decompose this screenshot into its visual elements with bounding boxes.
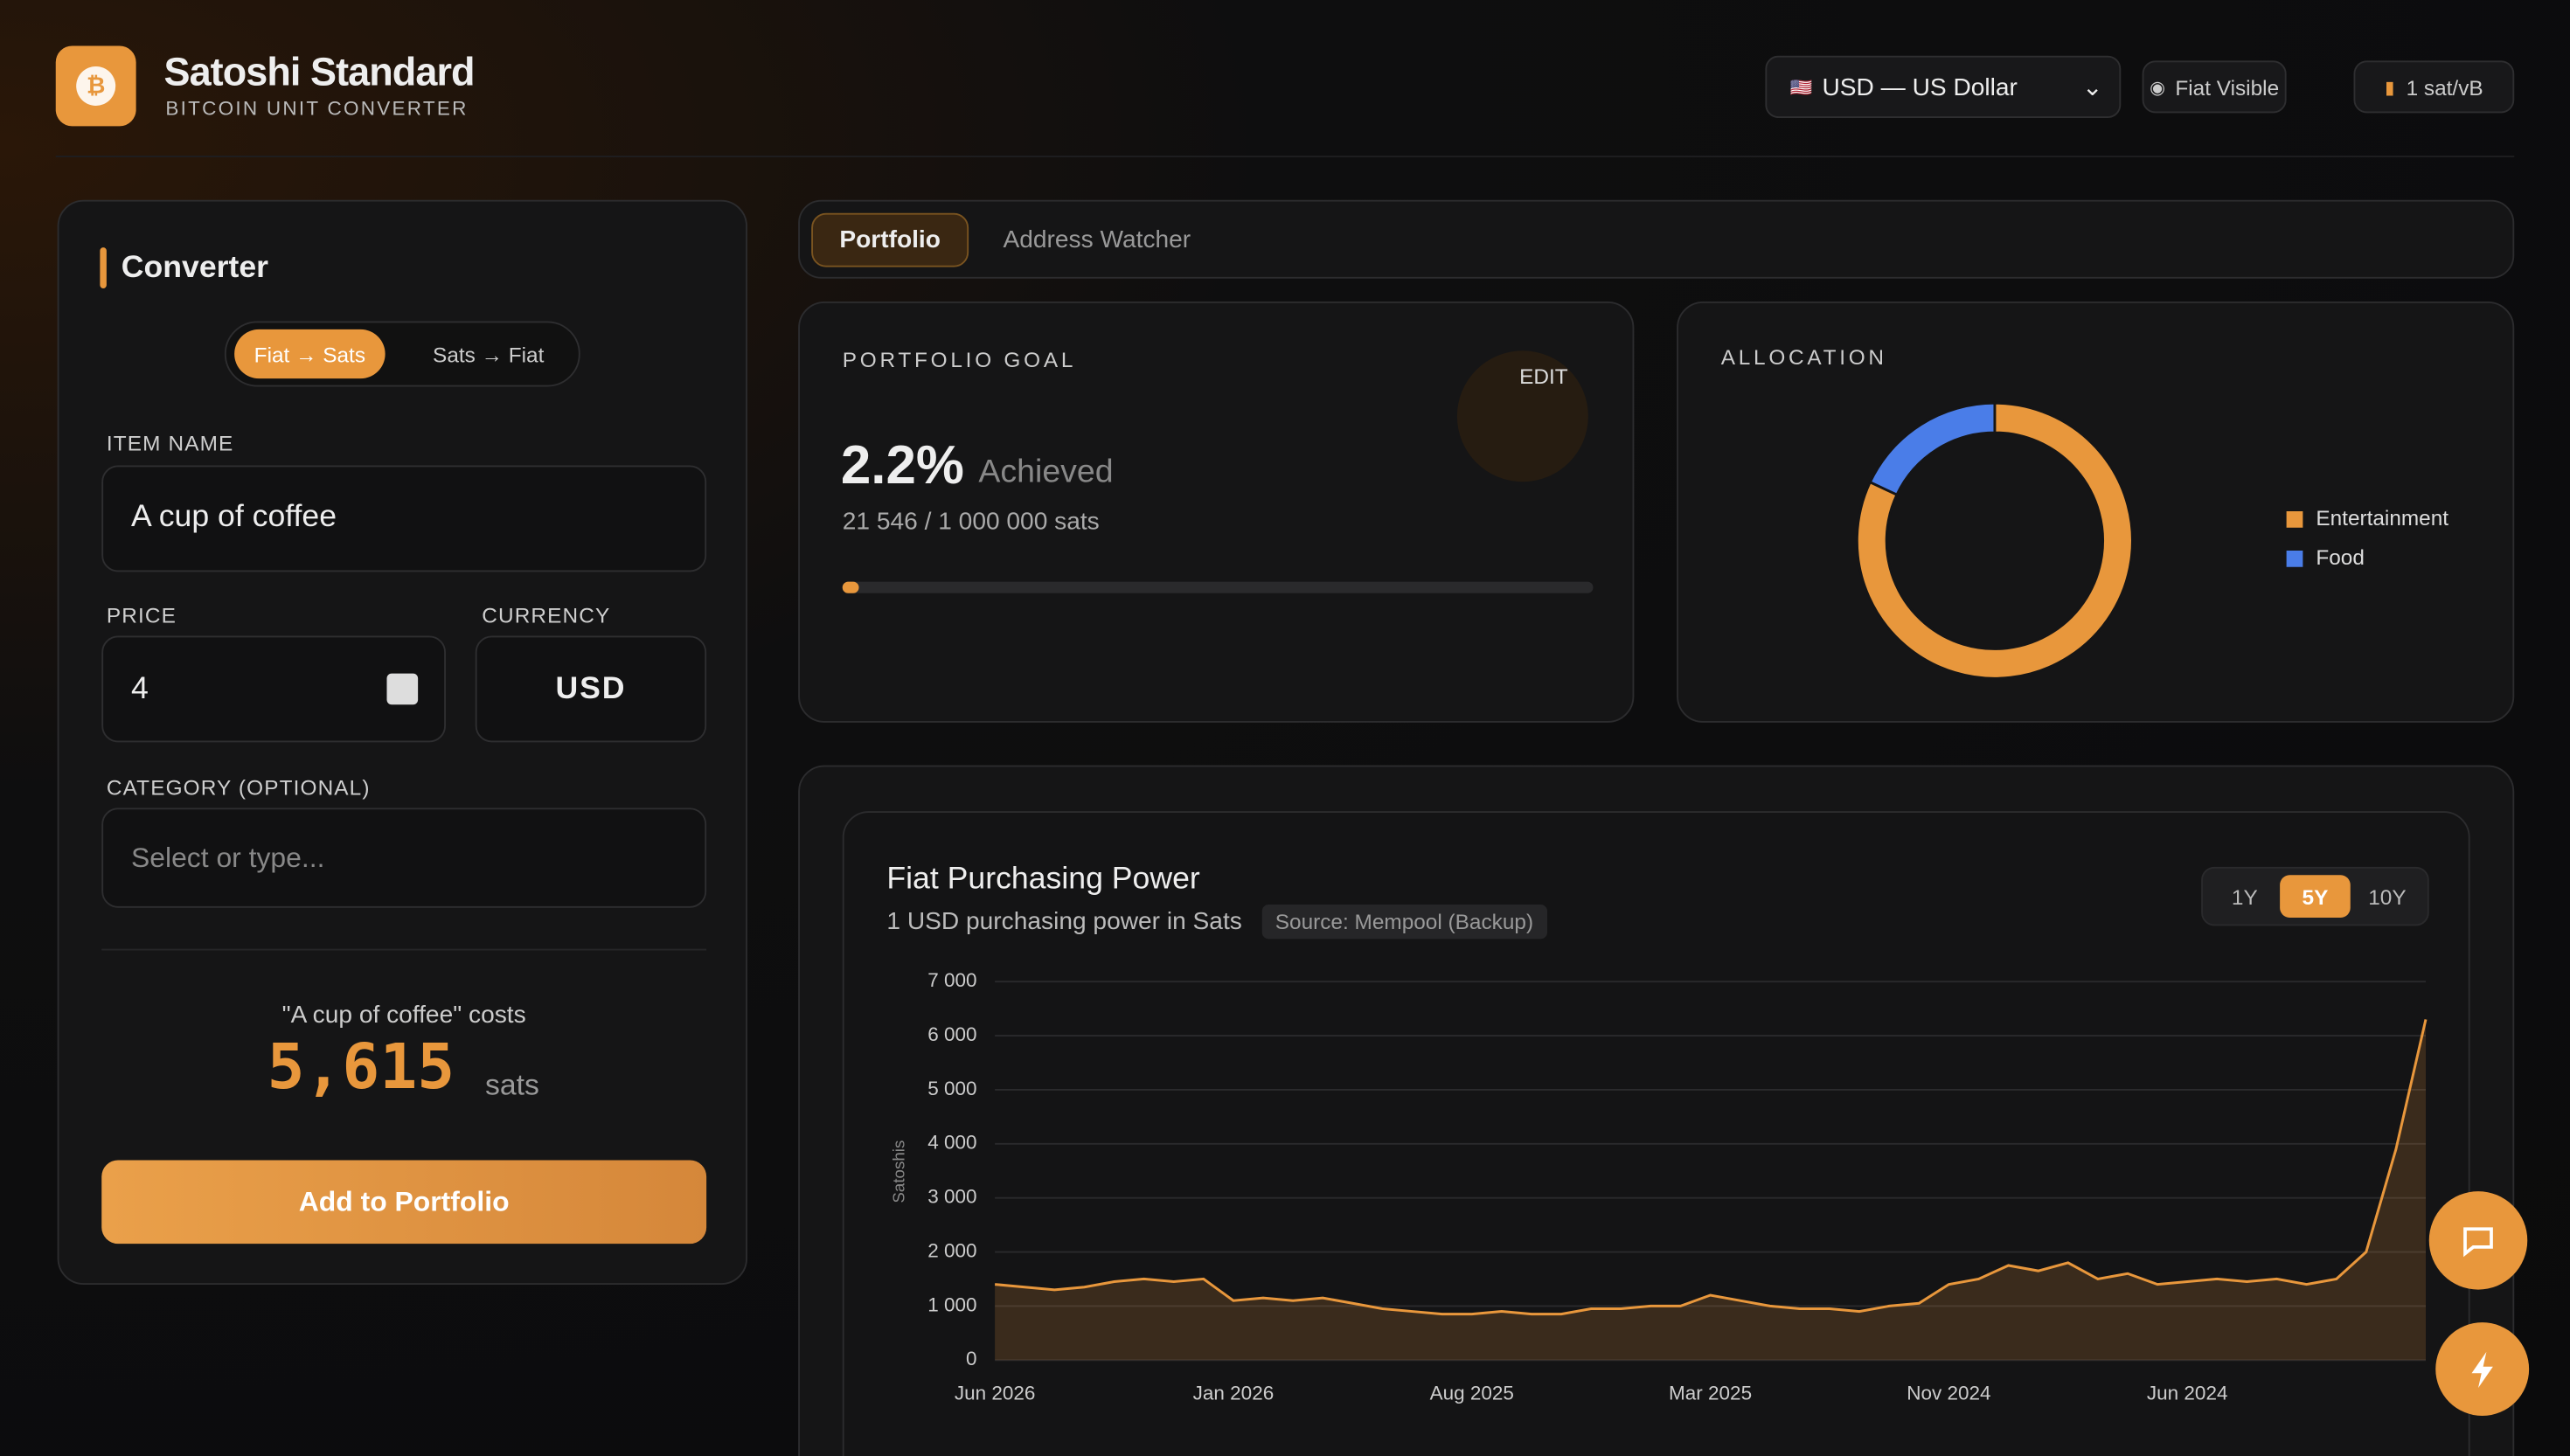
progress-track [842,581,1594,593]
goal-title: PORTFOLIO GOAL [842,347,1077,372]
logo-icon: ₿ [76,66,116,106]
currency-field[interactable]: USD [475,635,707,743]
converter-title: Converter [121,250,269,286]
fiat-toggle-text: Fiat Visible [2175,74,2280,100]
result-caption: "A cup of coffee" costs [281,1001,526,1030]
add-button[interactable]: Add to Portfolio [101,1160,707,1245]
x-tick-label: Jan 2026 [1193,1383,1275,1404]
chat-button[interactable] [2428,1191,2528,1290]
legend-swatch [2286,511,2303,528]
y-tick-label: 1 000 [927,1293,976,1315]
chart-title: ALLOCATION [1721,346,1887,370]
y-tick-label: 7 000 [927,969,976,991]
chart-title: Fiat Purchasing Power [886,862,1200,897]
divider [55,156,2515,157]
chart-inner: Fiat Purchasing Power 1 USD purchasing p… [842,811,2470,1456]
source-badge: Source: Mempool (Backup) [1261,905,1547,939]
field-label: CURRENCY [482,603,611,628]
goal-percent: 2.2% [840,433,964,496]
result-value: 5,615 [267,1030,455,1103]
x-tick-label: Jun 2024 [2147,1383,2228,1404]
tab[interactable]: Portfolio [811,212,969,267]
app-title: Satoshi Standard [163,51,476,95]
allocation-card: ALLOCATION Entertainment Food [1677,302,2515,723]
field-label: PRICE [106,603,177,628]
mode-option[interactable]: Sats → Fiat [433,341,545,367]
y-tick-label: 2 000 [927,1239,976,1261]
x-tick-label: Aug 2025 [1430,1383,1514,1404]
x-tick-label: Nov 2024 [1907,1383,1990,1404]
tab[interactable]: Address Watcher [1003,225,1191,254]
chart-card: Fiat Purchasing Power 1 USD purchasing p… [798,765,2515,1456]
mode-option[interactable]: Fiat → Sats [234,329,386,379]
goal-detail: 21 546 / 1 000 000 sats [842,508,1100,537]
accent-bar [100,247,107,288]
goal-card: PORTFOLIO GOAL EDIT 2.2% Achieved 21 546… [798,302,1635,723]
progress-fill [842,581,859,593]
field-label: ITEM NAME [106,431,234,456]
flag: 🇺🇸 [1789,78,1813,98]
converter-panel: Converter Fiat → Sats Sats → Fiat ITEM N… [57,199,747,1285]
logo: ₿ [55,45,136,127]
price-input[interactable]: 4 [101,635,446,743]
price-value: 4 [131,671,149,707]
tab-bar: Portfolio Address Watcher [798,199,2515,279]
range-button[interactable]: 10Y [2368,884,2407,909]
goal-icon [1456,350,1588,482]
mode-switch: Fiat → Sats Sats → Fiat [224,321,580,387]
app-subtitle: BITCOIN UNIT CONVERTER [165,96,469,120]
currency-select[interactable]: 🇺🇸 USD — US Dollar ⌄ [1765,55,2122,118]
pie-slice [1868,401,1997,496]
area [995,1019,2426,1361]
y-tick-label: 0 [966,1348,977,1369]
spinner[interactable] [386,673,419,705]
y-tick-label: 5 000 [927,1078,976,1099]
svg-text:₿: ₿ [87,72,105,98]
fuel-icon: ▮ [2385,78,2395,98]
y-tick-label: 6 000 [927,1023,976,1045]
range-button[interactable]: 5Y [2280,875,2351,918]
fee-text: 1 sat/vB [2406,74,2483,100]
range-selector: 1Y 5Y 10Y [2201,866,2429,926]
field-label: CATEGORY (OPTIONAL) [106,774,371,800]
y-axis-label: Satoshis [889,1141,907,1203]
legend-label: Entertainment [2316,507,2448,530]
chevron: ⌄ [2082,73,2103,102]
currency-select-text: USD — US Dollar [1822,73,2018,101]
category-input[interactable]: Select or type... [101,808,707,908]
chart-subtitle: 1 USD purchasing power in Sats [886,907,1242,936]
result-unit: sats [485,1068,539,1102]
range-button[interactable]: 1Y [2231,884,2258,909]
action-button[interactable] [2435,1322,2530,1416]
x-tick-label: Mar 2025 [1669,1383,1752,1404]
eye-icon: ◉ [2150,78,2166,98]
x-tick-label: Jun 2026 [955,1383,1036,1404]
line [994,1019,2428,1316]
item-input[interactable]: A cup of coffee [101,465,707,572]
legend-label: Food [2316,546,2365,570]
y-tick-label: 4 000 [927,1132,976,1154]
allocation-chart: ALLOCATION Entertainment Food [1721,346,2448,680]
bolt-icon [2470,1350,2492,1388]
edit-button[interactable]: EDIT [1519,364,1568,389]
pie-slice [1856,401,2134,680]
fiat-toggle[interactable]: ◉ Fiat Visible [2142,60,2287,114]
legend-swatch [2286,551,2303,567]
divider [101,948,707,951]
chat-icon [2463,1227,2493,1258]
y-tick-label: 3 000 [927,1186,976,1208]
goal-achieved: Achieved [978,454,1114,490]
fee-button[interactable]: ▮ 1 sat/vB [2353,60,2515,114]
